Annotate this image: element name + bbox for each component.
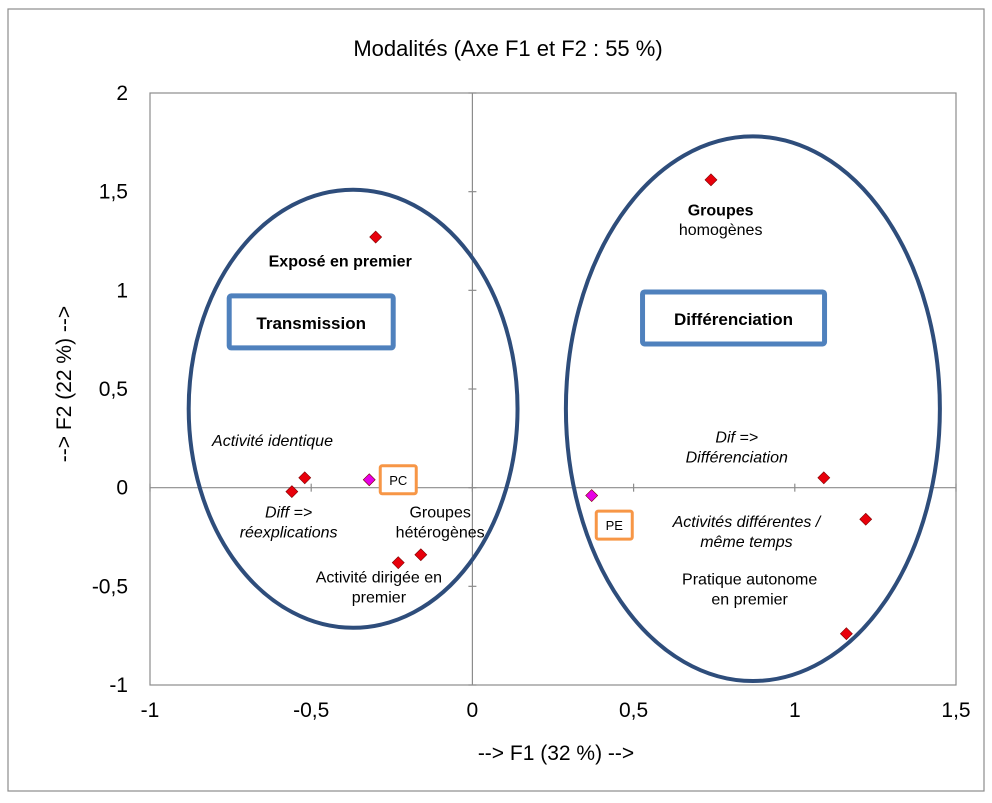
data-point — [585, 489, 599, 502]
y-tick-label: 1 — [116, 279, 128, 302]
point-annotation: Diff => réexplications — [240, 504, 338, 541]
label-box-text: PC — [389, 473, 407, 488]
y-axis-label: --> F2 (22 %) --> — [53, 306, 76, 462]
group-ellipse — [186, 187, 520, 630]
label-box-text: Transmission — [256, 314, 366, 333]
x-tick-label: 0,5 — [619, 699, 648, 722]
point-annotation: Groupes — [688, 202, 754, 219]
point-annotation: Activité identique — [211, 433, 333, 450]
y-tick-label: 1,5 — [99, 181, 128, 204]
data-point — [391, 556, 405, 570]
y-tick-label: -1 — [109, 674, 128, 697]
x-axis-label: --> F1 (32 %) --> — [478, 742, 634, 765]
label-box-text: PE — [606, 518, 624, 533]
label-box — [226, 293, 396, 351]
y-tick-label: 2 — [116, 82, 128, 105]
x-tick-label: 1 — [789, 699, 801, 722]
plot-area — [149, 92, 957, 686]
data-point — [817, 471, 831, 485]
label-box — [378, 464, 418, 496]
data-point — [298, 471, 312, 485]
point-annotation: Groupes hétérogènes — [396, 504, 485, 541]
point-annotation: homogènes — [679, 222, 763, 239]
y-tick-label: 0,5 — [99, 378, 128, 401]
y-tick-label: -0,5 — [92, 575, 128, 598]
data-point — [859, 512, 873, 526]
label-box-text: Différenciation — [674, 310, 793, 329]
x-tick-label: 1,5 — [941, 699, 970, 722]
point-annotation: Dif => Différenciation — [686, 429, 788, 466]
data-point — [839, 627, 853, 641]
group-ellipse — [563, 134, 942, 684]
y-tick-label: 0 — [116, 477, 128, 500]
data-point — [362, 473, 376, 487]
data-point — [369, 230, 383, 244]
data-point — [704, 173, 718, 187]
label-box — [640, 289, 828, 347]
point-annotation: Activité dirigée en premier — [316, 569, 442, 606]
point-annotation: Activités différentes / même temps — [672, 514, 822, 551]
chart-title: Modalités (Axe F1 et F2 : 55 %) — [353, 36, 662, 61]
x-tick-label: -0,5 — [293, 699, 329, 722]
chart-border — [7, 8, 985, 792]
data-point — [285, 485, 299, 499]
point-annotation: Exposé en premier — [269, 254, 412, 271]
label-box — [594, 509, 634, 541]
x-tick-label: -1 — [141, 699, 160, 722]
x-tick-label: 0 — [467, 699, 479, 722]
data-point — [414, 548, 428, 562]
point-annotation: Pratique autonome en premier — [682, 571, 817, 608]
